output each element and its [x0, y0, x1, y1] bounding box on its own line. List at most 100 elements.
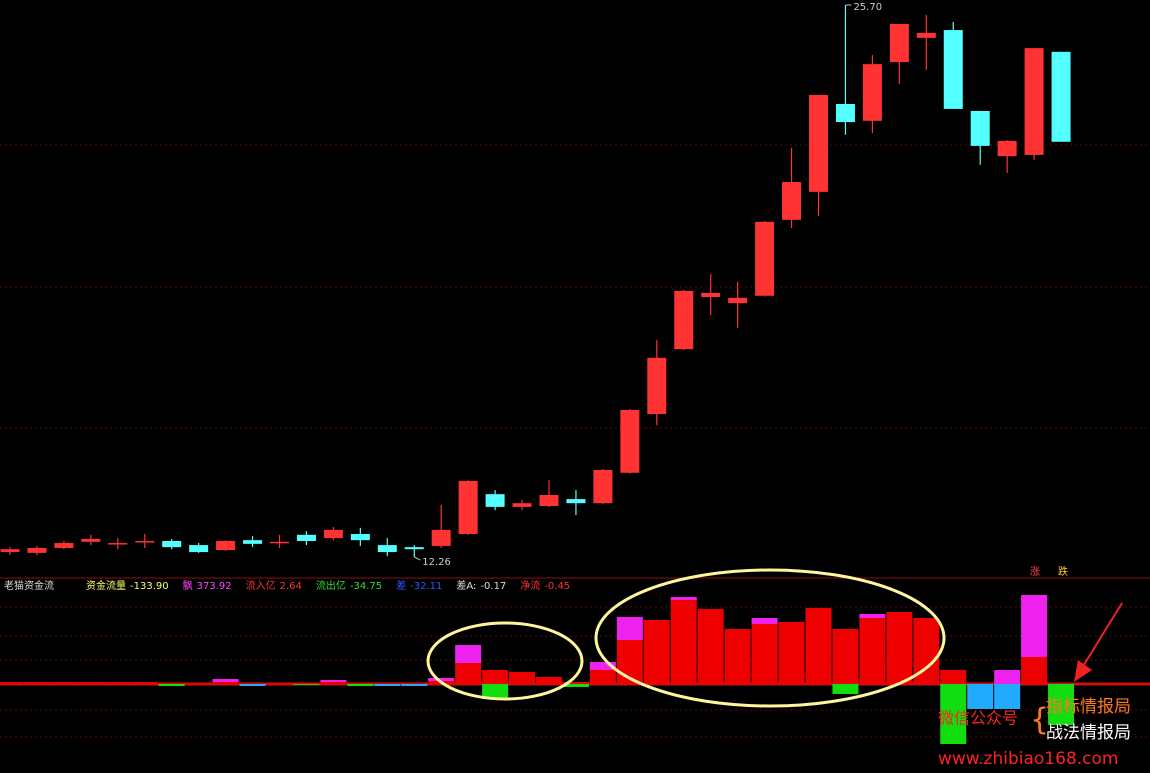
- flow-bar: [589, 662, 616, 670]
- flow-bar: [212, 682, 239, 684]
- flow-bar: [293, 683, 320, 684]
- indicator-label: 净流: [520, 579, 540, 592]
- indicator-label: 差A:: [456, 579, 476, 592]
- candle-body: [108, 543, 128, 545]
- candle-body: [970, 110, 990, 146]
- flow-bar: [0, 682, 23, 684]
- watermark-account: 战法情报局: [1046, 723, 1131, 743]
- indicator-label: 资金流量: [86, 579, 126, 592]
- highlight-ellipse: [594, 568, 946, 708]
- flow-bar: [994, 670, 1021, 684]
- candle-body: [323, 529, 343, 539]
- flow-bar: [50, 682, 77, 684]
- indicator-value: -32.11: [410, 581, 442, 592]
- flow-bar: [482, 684, 509, 699]
- candle-body: [1024, 48, 1044, 155]
- flow-bar: [23, 682, 50, 684]
- flow-bar: [320, 682, 347, 684]
- flow-bar: [158, 683, 185, 684]
- indicator-value: -0.45: [544, 581, 570, 592]
- candle-body: [782, 182, 802, 220]
- corner-label: 跌: [1058, 565, 1068, 578]
- watermark-account: 指标情报局: [1046, 697, 1131, 717]
- indicator-value: -34.75: [350, 581, 382, 592]
- flow-bar: [401, 683, 428, 684]
- flow-bar: [347, 683, 374, 684]
- flow-bar: [724, 629, 751, 684]
- flow-bar: [940, 684, 967, 744]
- candle-body: [189, 545, 209, 553]
- flow-bar: [104, 682, 131, 684]
- indicator-header: 老猫资金流 资金流量 -133.90 飘 373.92 流入亿 2.64 流出亿 -34.75…: [4, 579, 570, 592]
- flow-bar: [239, 683, 266, 684]
- flow-bar: [751, 624, 778, 684]
- flow-bar: [994, 684, 1021, 709]
- flow-bar: [374, 683, 401, 684]
- candle-body: [728, 297, 748, 304]
- indicator-label: 飘: [183, 580, 193, 592]
- flow-bar: [886, 612, 913, 684]
- candle-body: [1051, 51, 1071, 142]
- candle-body: [674, 290, 694, 350]
- flow-bar: [293, 684, 320, 685]
- indicator-value: -133.90: [130, 581, 169, 592]
- candle-body: [539, 494, 559, 507]
- flow-bar: [562, 682, 589, 684]
- arrow-shaft: [1081, 602, 1123, 669]
- watermark: 微信公众号 { 指标情报局 战法情报局 www.zhibiao168.com: [938, 697, 1131, 769]
- candle-body: [54, 543, 74, 548]
- flow-bar: [401, 684, 428, 686]
- candle-body: [350, 534, 370, 541]
- flow-bar: [1021, 657, 1048, 684]
- annotation-label: 12.26: [422, 557, 451, 568]
- flow-bar: [131, 682, 158, 684]
- flow-bar: [832, 684, 859, 694]
- candle-body: [243, 540, 263, 544]
- flow-bar: [562, 684, 589, 687]
- flow-bar: [751, 618, 778, 624]
- flow-bar: [77, 682, 104, 684]
- candle-body: [889, 23, 909, 63]
- candle-body: [862, 64, 882, 121]
- annotation-label: 25.70: [853, 2, 882, 13]
- candle-body: [431, 529, 451, 546]
- candle-body: [566, 499, 586, 504]
- candle-body: [835, 103, 855, 123]
- flow-bar: [455, 645, 482, 663]
- candle-body: [916, 32, 936, 38]
- indicator-label: 流入亿: [246, 579, 276, 592]
- flow-bar: [805, 608, 832, 684]
- candle-body: [377, 545, 397, 553]
- flow-bar: [670, 597, 697, 600]
- candle-body: [270, 541, 289, 544]
- flow-bar: [347, 684, 374, 686]
- arrow: [1074, 602, 1123, 682]
- candle-body: [404, 547, 424, 550]
- candle-body: [593, 469, 613, 504]
- flow-bar: [670, 600, 697, 684]
- flow-bar: [1021, 595, 1048, 657]
- candle-body: [0, 549, 20, 553]
- flow-bar: [158, 684, 185, 686]
- indicator-title: 老猫资金流: [4, 579, 54, 592]
- flow-bar: [778, 622, 805, 684]
- flow-bar: [536, 677, 562, 684]
- candle-body: [216, 540, 236, 551]
- annotation-leader: [414, 556, 421, 561]
- candle-body: [755, 221, 775, 296]
- flow-bar: [859, 614, 886, 618]
- flow-bar: [589, 670, 616, 684]
- candles: 25.70 12.26 涨 跌: [0, 2, 1071, 578]
- indicator-label: 流出亿: [316, 579, 346, 592]
- flow-bar: [967, 684, 994, 709]
- candle-body: [135, 540, 155, 543]
- watermark-wechat: 微信公众号: [938, 709, 1018, 728]
- flow-bar: [940, 670, 967, 684]
- flow-bar: [374, 684, 401, 686]
- candle-body: [485, 494, 505, 507]
- flow-bar: [185, 683, 212, 684]
- flow-bar: [455, 663, 482, 684]
- flow-bar: [428, 678, 455, 681]
